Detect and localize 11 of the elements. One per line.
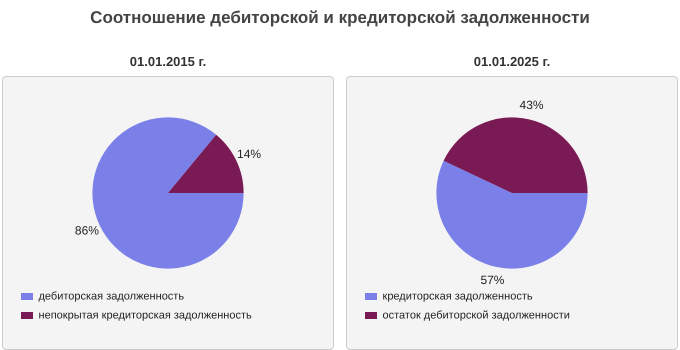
chart-subtitle: 01.01.2015 г. bbox=[128, 54, 208, 69]
chart-subtitle: 01.01.2025 г. bbox=[472, 54, 552, 69]
data-label: 43% bbox=[520, 98, 544, 112]
legend-label: кредиторская задолженность bbox=[382, 290, 533, 303]
legend-label: дебиторская задолженность bbox=[38, 290, 184, 303]
data-label: 14% bbox=[237, 147, 262, 162]
data-label: 57% bbox=[480, 272, 505, 287]
legend-label: остаток дебиторской задолженности bbox=[382, 310, 570, 322]
legend-label: непокрытая кредиторская задолженность bbox=[38, 310, 252, 322]
text: Соотношение дебиторской и кредиторской задолженности bbox=[89, 8, 591, 28]
data-label: 86% bbox=[74, 223, 100, 238]
